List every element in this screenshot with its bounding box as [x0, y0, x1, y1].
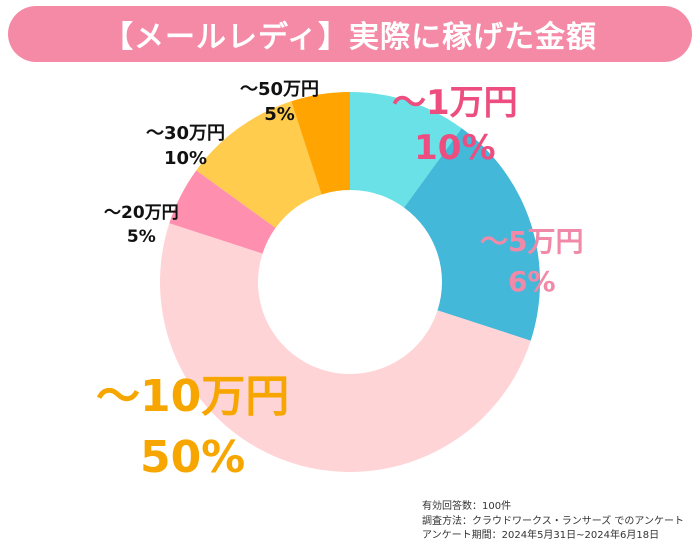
slice-label-range: ～50万円 — [240, 79, 320, 100]
slice-label-percent: 5% — [126, 226, 156, 247]
donut-slice-5 — [291, 92, 350, 195]
slice-label-percent: 5% — [264, 103, 295, 125]
slice-label-range: ～30万円 — [146, 123, 226, 144]
slice-label-percent: 50% — [139, 431, 246, 483]
slice-label-range: ～20万円 — [104, 203, 179, 223]
slice-label-5man: ～5万円 6% — [480, 225, 584, 299]
title-banner: 【メールレディ】実際に稼げた金額 — [8, 6, 692, 62]
slice-label-range: ～10万円 — [96, 371, 290, 422]
donut-slice-3 — [169, 170, 276, 254]
donut-slice-1 — [404, 128, 540, 341]
donut-slice-4 — [196, 101, 322, 228]
slice-label-range: ～5万円 — [480, 225, 584, 258]
chart-title: 【メールレディ】実際に稼げた金額 — [103, 20, 597, 55]
slice-label-1man: ～1万円 10% — [392, 83, 518, 169]
slice-label-30man: ～30万円 10% — [146, 123, 226, 169]
footnote-method: 調査方法：クラウドワークス・ランサーズ でのアンケート — [422, 515, 684, 527]
survey-footnote: 有効回答数：100件 調査方法：クラウドワークス・ランサーズ でのアンケート ア… — [422, 500, 684, 544]
footnote-period: アンケート期間：2024年5月31日~2024年6月18日 — [422, 530, 660, 541]
donut-slice-0 — [350, 92, 462, 208]
footnote-respondents: 有効回答数：100件 — [422, 501, 512, 512]
slice-label-range: ～1万円 — [392, 83, 518, 123]
slice-label-50man: ～50万円 5% — [240, 79, 320, 125]
slice-label-20man: ～20万円 5% — [104, 203, 179, 247]
slice-label-10man: ～10万円 50% — [96, 371, 290, 483]
slice-label-percent: 10% — [414, 128, 496, 169]
donut-slice-2 — [160, 223, 531, 472]
slice-label-percent: 6% — [507, 265, 556, 299]
slice-label-percent: 10% — [163, 147, 208, 169]
